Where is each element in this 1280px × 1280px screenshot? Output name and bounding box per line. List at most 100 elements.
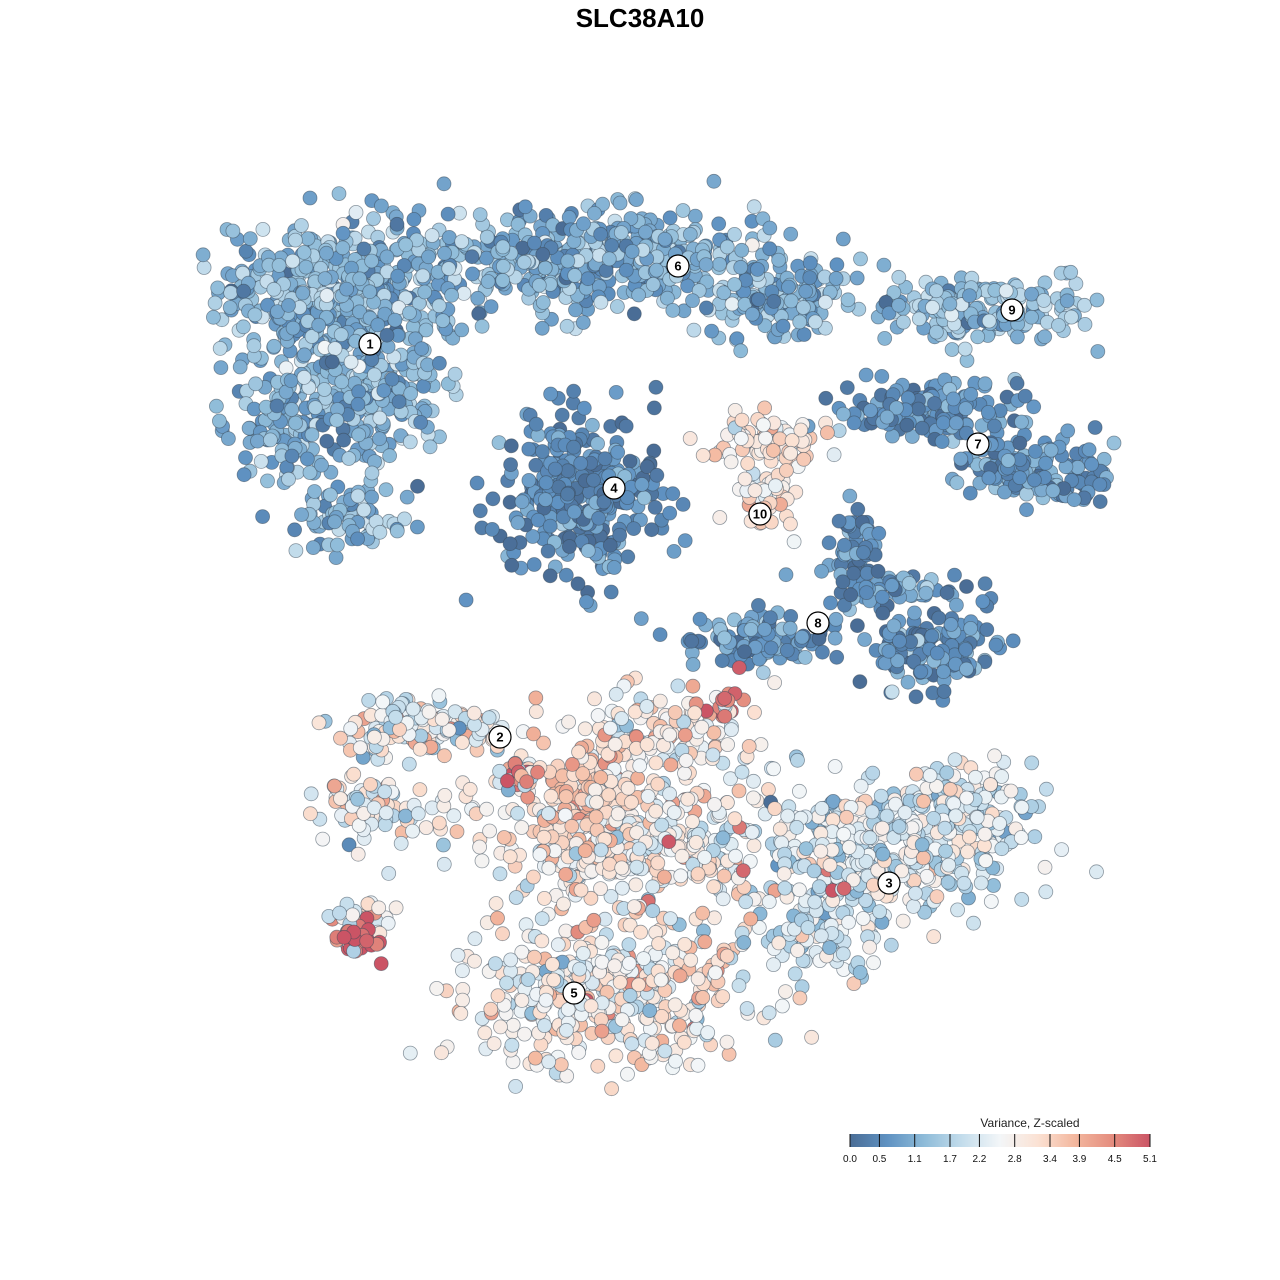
scatter-point [745, 306, 760, 322]
scatter-point [914, 837, 930, 853]
scatter-point [576, 400, 592, 416]
scatter-point [441, 229, 457, 245]
scatter-point [593, 881, 608, 896]
scatter-point [963, 621, 978, 636]
scatter-point [648, 803, 664, 819]
scatter-point [530, 764, 545, 780]
scatter-point [881, 643, 897, 659]
scatter-point [610, 444, 626, 460]
scatter-point [822, 940, 837, 955]
scatter-point [526, 726, 541, 742]
legend-title: Variance, Z-scaled [980, 1116, 1079, 1130]
scatter-point [528, 704, 544, 719]
scatter-point [695, 447, 711, 463]
color-legend: Variance, Z-scaled 0.0 0.5 1.1 1.7 2.2 2.8 3.4… [843, 1116, 1157, 1165]
scatter-point [977, 576, 993, 592]
scatter-point [366, 729, 382, 745]
scatter-point [402, 1045, 418, 1061]
scatter-point [798, 283, 814, 299]
scatter-point [781, 279, 796, 295]
scatter-point [220, 431, 236, 447]
legend-colorbar [850, 1134, 1150, 1147]
scatter-point [706, 879, 722, 895]
scatter-point [225, 223, 241, 239]
scatter-point [698, 257, 714, 273]
scatter-point [606, 560, 622, 575]
scatter-point [517, 199, 533, 215]
scatter-point [789, 820, 805, 835]
scatter-point [802, 270, 818, 286]
scatter-point [1027, 472, 1042, 488]
scatter-point [575, 946, 591, 961]
scatter-point [238, 243, 254, 259]
scatter-point [757, 622, 772, 637]
scatter-point [636, 490, 652, 506]
scatter-point [631, 841, 647, 857]
legend-tick-label: 0.0 [843, 1154, 857, 1165]
scatter-point [1024, 286, 1039, 302]
scatter-point [771, 252, 786, 268]
scatter-point [246, 338, 262, 354]
cluster-label-4: 4 [602, 476, 626, 500]
scatter-point [751, 292, 766, 307]
scatter-point [519, 774, 535, 790]
scatter-point [536, 829, 552, 845]
scatter-point [850, 618, 865, 633]
scatter-point [302, 190, 318, 206]
scatter-point [738, 894, 754, 910]
scatter-point [975, 594, 991, 609]
scatter-point [977, 826, 993, 842]
scatter-point [559, 318, 575, 334]
scatter-point [853, 778, 869, 794]
scatter-point [303, 786, 319, 802]
scatter-point [456, 285, 472, 301]
scatter-point [587, 205, 602, 221]
scatter-point [371, 900, 387, 916]
scatter-point [695, 905, 710, 921]
scatter-point [558, 867, 574, 882]
scatter-point [638, 224, 653, 240]
scatter-point [914, 420, 930, 436]
scatter-point [767, 1032, 783, 1048]
scatter-point [734, 764, 750, 780]
scatter-point [1038, 884, 1054, 900]
scatter-point [828, 611, 844, 627]
scatter-point [620, 1066, 635, 1082]
scatter-point [622, 988, 638, 1003]
scatter-point [708, 965, 723, 981]
scatter-point [1089, 292, 1105, 308]
scatter-point [436, 856, 452, 872]
scatter-point [510, 805, 525, 821]
scatter-point [466, 705, 482, 721]
legend-tick-label: 1.7 [943, 1154, 957, 1165]
scatter-point [295, 285, 311, 301]
scatter-point [436, 176, 452, 192]
scatter-point [547, 461, 563, 477]
scatter-point [662, 210, 678, 226]
scatter-point [414, 341, 430, 357]
scatter-point [387, 312, 403, 328]
scatter-point [704, 323, 719, 339]
scatter-point [593, 770, 609, 785]
scatter-point [288, 543, 304, 558]
scatter-point [1066, 492, 1082, 508]
scatter-point [697, 850, 712, 865]
scatter-point [922, 768, 938, 783]
scatter-point [332, 905, 347, 921]
cluster-label-text: 3 [885, 876, 892, 891]
scatter-point [363, 777, 378, 792]
scatter-point [663, 911, 678, 926]
scatter-point [288, 415, 304, 431]
scatter-point [939, 765, 955, 781]
scatter-point [864, 804, 880, 820]
scatter-point [719, 1034, 735, 1050]
scatter-point [488, 896, 504, 911]
scatter-point [1014, 799, 1030, 815]
scatter-point [650, 776, 666, 792]
scatter-point [528, 416, 544, 432]
scatter-point [583, 998, 599, 1014]
scatter-point [857, 632, 872, 647]
scatter-point [618, 418, 634, 434]
scatter-point [690, 866, 706, 882]
chart-title: SLC38A10 [576, 3, 705, 33]
